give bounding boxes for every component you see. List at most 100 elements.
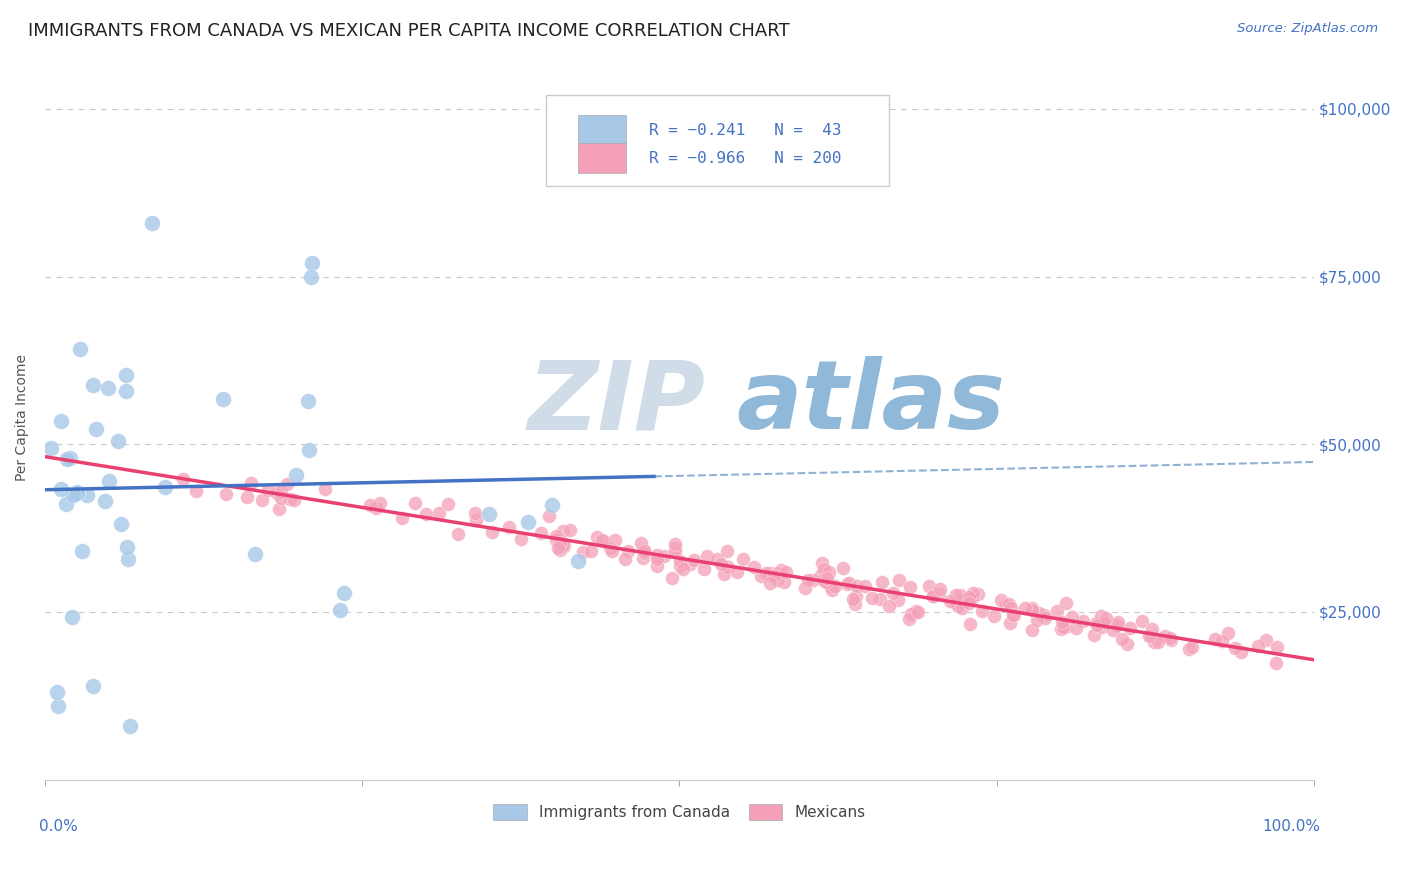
Point <box>548 542 571 557</box>
Point <box>62 488 84 502</box>
Point <box>1225 641 1247 656</box>
Point <box>998 616 1021 631</box>
Point <box>1142 634 1164 648</box>
Point <box>427 506 450 520</box>
Point <box>276 477 298 491</box>
Text: R = −0.241   N =  43: R = −0.241 N = 43 <box>650 123 841 138</box>
Point <box>359 498 381 512</box>
Point <box>921 589 943 603</box>
Point <box>391 510 413 524</box>
Point <box>755 566 778 580</box>
Point <box>82 679 104 693</box>
Point <box>1000 601 1022 615</box>
Point <box>749 569 772 583</box>
Point <box>333 586 356 600</box>
Point <box>297 394 319 409</box>
Point <box>269 502 291 516</box>
Point <box>1102 623 1125 637</box>
Point <box>725 566 748 580</box>
FancyBboxPatch shape <box>578 115 626 145</box>
Point <box>82 378 104 392</box>
Point <box>794 581 817 595</box>
Point <box>877 599 900 613</box>
Point <box>1216 626 1239 640</box>
Point <box>773 574 796 589</box>
Point <box>66 485 89 500</box>
Point <box>1001 607 1024 622</box>
Point <box>990 593 1012 607</box>
Point <box>243 547 266 561</box>
Point <box>801 573 824 587</box>
Point <box>949 595 972 609</box>
Point <box>664 544 686 558</box>
Point <box>617 544 640 558</box>
Point <box>682 553 704 567</box>
Point <box>1002 607 1025 622</box>
Point <box>215 487 238 501</box>
Point <box>115 384 138 398</box>
Point <box>769 563 792 577</box>
Point <box>813 562 835 576</box>
Point <box>1085 618 1108 632</box>
Point <box>464 513 486 527</box>
Point <box>613 552 636 566</box>
Point <box>766 573 789 587</box>
Point <box>256 483 278 498</box>
Point <box>599 541 621 555</box>
Point <box>810 567 832 582</box>
Point <box>1140 622 1163 636</box>
Point <box>731 551 754 566</box>
Point <box>498 519 520 533</box>
Point <box>537 509 560 524</box>
Point <box>960 591 983 605</box>
Point <box>811 556 834 570</box>
Point <box>713 567 735 582</box>
Point <box>844 597 866 611</box>
Point <box>1204 632 1226 646</box>
Point <box>1178 641 1201 656</box>
Point <box>907 605 929 619</box>
Point <box>633 544 655 558</box>
Point <box>661 571 683 585</box>
Point <box>464 506 486 520</box>
Point <box>869 591 891 606</box>
Point <box>1111 632 1133 646</box>
Point <box>516 515 538 529</box>
Point <box>845 589 868 603</box>
Point <box>547 541 569 555</box>
Point <box>928 587 950 601</box>
Point <box>959 616 981 631</box>
Point <box>481 525 503 540</box>
Point <box>114 368 136 383</box>
Point <box>824 579 846 593</box>
Text: ZIP: ZIP <box>527 357 704 450</box>
Point <box>696 549 718 563</box>
Point <box>600 544 623 558</box>
Point <box>1140 628 1163 642</box>
Point <box>820 583 842 598</box>
Point <box>1050 615 1073 629</box>
Point <box>270 491 292 505</box>
Point <box>1028 607 1050 621</box>
Point <box>605 533 627 547</box>
Text: R = −0.966   N = 200: R = −0.966 N = 200 <box>650 151 841 166</box>
Point <box>1046 604 1069 618</box>
Point <box>1146 634 1168 648</box>
Point <box>846 579 869 593</box>
Point <box>544 533 567 547</box>
Point <box>266 485 288 500</box>
Point <box>710 558 733 572</box>
Point <box>994 598 1017 612</box>
Point <box>1211 634 1233 648</box>
Point <box>669 559 692 574</box>
Point <box>415 508 437 522</box>
Point <box>1265 640 1288 655</box>
Point <box>766 566 789 580</box>
Point <box>579 544 602 558</box>
Point <box>546 529 568 543</box>
Point <box>939 594 962 608</box>
Point <box>652 549 675 564</box>
Point <box>1159 632 1181 646</box>
Point <box>94 493 117 508</box>
Point <box>329 602 352 616</box>
